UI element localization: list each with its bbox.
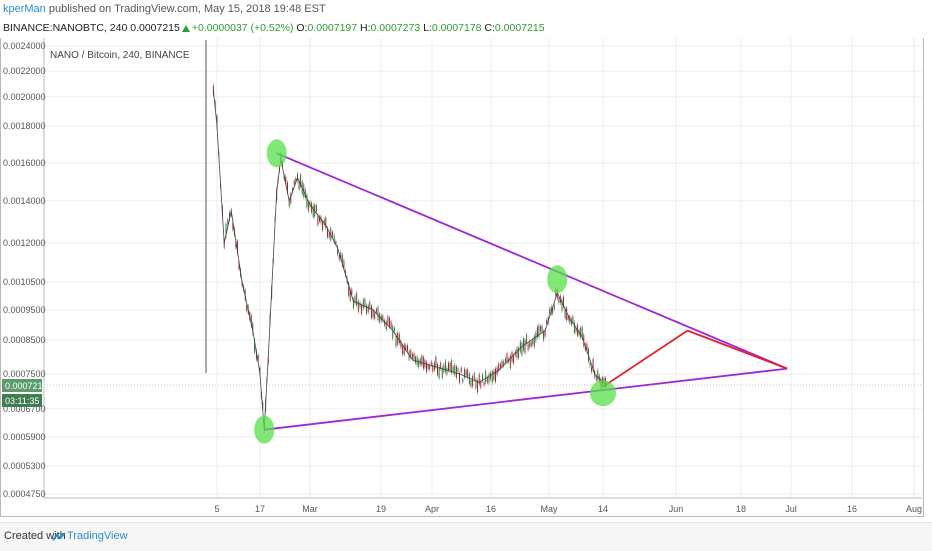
low-label: L: — [423, 22, 432, 34]
chart-frame — [0, 38, 924, 517]
created-with-text: Created with — [4, 530, 66, 542]
x-tick-label: 5 — [214, 504, 219, 514]
countdown-label: 03:11:35 — [5, 396, 39, 406]
change-value: +0.0000037 (+0.52%) — [191, 22, 294, 34]
price-chart[interactable]: NANO / Bitcoin, 240, BINANCE 0.00240000.… — [0, 38, 932, 518]
y-tick-label: 0.0020000 — [3, 92, 46, 102]
up-arrow-icon — [181, 25, 190, 32]
x-tick-label: Aug — [906, 504, 922, 514]
price-line — [213, 90, 608, 430]
trendline-projection-up[interactable] — [602, 329, 688, 388]
chart-header: kperMan published on TradingView.com, Ma… — [0, 0, 932, 40]
countdown-badge — [2, 394, 42, 407]
y-tick-label: 0.0004750 — [3, 489, 46, 499]
x-tick-labels: 5 17 Mar 19 Apr 16 May 14 Jun 18 Jul 16 Aug — [214, 504, 922, 514]
y-tick-label: 0.0024000 — [3, 41, 46, 51]
footer: Created with TradingView — [0, 522, 932, 551]
publish-text: published on TradingView.com, May 15, 20… — [45, 3, 326, 15]
y-tick-label: 0.0018000 — [3, 121, 46, 131]
trendline-upper[interactable] — [276, 152, 788, 370]
y-tick-label: 0.0009500 — [3, 305, 46, 315]
high-label: H: — [360, 22, 371, 34]
y-tick-label: 0.0022000 — [3, 66, 46, 76]
close-value: 0.0007215 — [494, 22, 545, 34]
y-tick-labels: 0.0024000 0.0022000 0.0020000 0.0018000 0.00… — [3, 41, 46, 499]
high-value: 0.0007273 — [370, 22, 421, 34]
trendline-lower[interactable] — [264, 367, 788, 431]
highlight-circle — [254, 415, 275, 444]
x-tick-label: Apr — [425, 504, 439, 514]
highlight-circle — [590, 380, 616, 407]
x-tick-label: 18 — [736, 504, 746, 514]
y-tick-label: 0.0012000 — [3, 238, 46, 248]
y-tick-label: 0.0010500 — [3, 277, 46, 287]
trendline-projection-down[interactable] — [687, 329, 788, 370]
author-link[interactable]: kperMan — [3, 3, 46, 15]
x-tick-label: 17 — [255, 504, 265, 514]
x-tick-label: Jun — [669, 504, 684, 514]
trendlines[interactable] — [264, 152, 788, 431]
last-price-badge — [2, 379, 42, 392]
y-tick-label: 0.0016000 — [3, 158, 46, 168]
x-tick-label: 19 — [376, 504, 386, 514]
highlight-markers — [254, 139, 616, 444]
x-tick-label: May — [540, 504, 558, 514]
highlight-circle — [547, 265, 568, 294]
y-tick-label: 0.0014000 — [3, 196, 46, 206]
y-tick-label: 0.0005300 — [3, 461, 46, 471]
open-label: O: — [296, 22, 308, 34]
publish-line: kperMan published on TradingView.com, Ma… — [3, 3, 326, 15]
price-series — [212, 83, 608, 433]
low-value: 0.0007178 — [431, 22, 482, 34]
x-tick-label: 16 — [847, 504, 857, 514]
x-tick-label: 16 — [486, 504, 496, 514]
close-label: C: — [484, 22, 495, 34]
x-tick-label: Jul — [785, 504, 797, 514]
y-tick-label: 0.0006700 — [3, 404, 46, 414]
tradingview-logo-icon — [52, 532, 66, 541]
y-tick-label: 0.0005900 — [3, 432, 46, 442]
last-price: 0.0007215 — [130, 22, 180, 34]
tradingview-link[interactable]: TradingView — [67, 530, 128, 542]
highlight-circle — [266, 139, 287, 168]
grid — [44, 38, 922, 498]
symbol-label: BINANCE:NANOBTC, 240 — [3, 22, 128, 34]
chart-title: NANO / Bitcoin, 240, BINANCE — [50, 50, 190, 61]
y-tick-label: 0.0008500 — [3, 335, 46, 345]
ohlc-line: BINANCE:NANOBTC, 240 0.0007215 +0.0000037… — [3, 22, 545, 34]
open-value: 0.0007197 — [307, 22, 358, 34]
last-price-badge-label: 0.0007215 — [5, 381, 48, 391]
y-tick-label: 0.0007500 — [3, 369, 46, 379]
x-tick-label: Mar — [302, 504, 318, 514]
x-tick-label: 14 — [598, 504, 608, 514]
